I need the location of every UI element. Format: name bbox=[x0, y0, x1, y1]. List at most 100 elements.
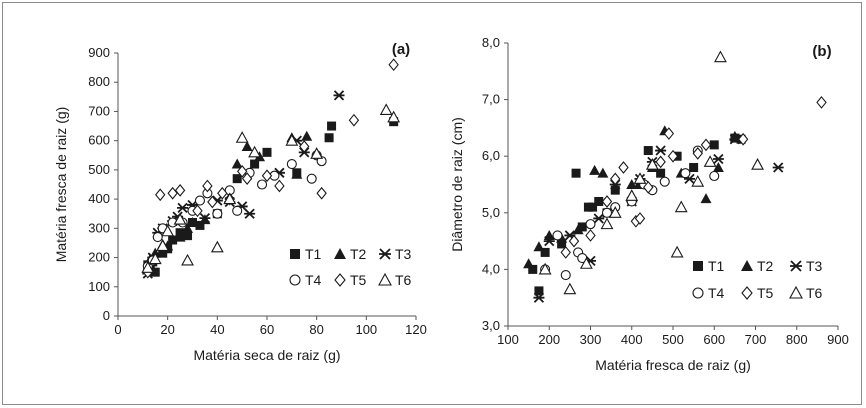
data-point bbox=[560, 270, 571, 281]
data-point bbox=[256, 179, 268, 190]
legend-marker bbox=[741, 260, 753, 271]
data-point bbox=[709, 170, 720, 182]
y-tick-label: 900 bbox=[88, 45, 110, 60]
data-point bbox=[691, 175, 705, 187]
data-point bbox=[202, 179, 213, 193]
data-point bbox=[528, 264, 538, 274]
data-point bbox=[751, 158, 764, 170]
data-point bbox=[560, 246, 571, 259]
legend-item-t1: T1 bbox=[290, 246, 322, 262]
data-point bbox=[588, 202, 598, 212]
data-point bbox=[158, 248, 168, 258]
panel-label: (b) bbox=[812, 43, 831, 60]
x-tick-label: 800 bbox=[786, 332, 808, 347]
data-point bbox=[703, 155, 717, 167]
y-tick-label: 800 bbox=[88, 74, 110, 89]
y-tick-label: 4,0 bbox=[482, 261, 500, 276]
data-point bbox=[579, 257, 593, 269]
data-point bbox=[816, 96, 827, 109]
data-point bbox=[173, 212, 187, 225]
legend-label: T1 bbox=[708, 258, 725, 274]
data-point bbox=[236, 164, 248, 178]
data-point bbox=[659, 176, 670, 187]
legend-marker bbox=[692, 287, 704, 299]
data-point bbox=[348, 113, 360, 127]
data-point bbox=[388, 58, 399, 72]
data-point bbox=[712, 153, 724, 165]
data-point bbox=[181, 253, 194, 266]
legend-label: T5 bbox=[350, 272, 367, 288]
data-point bbox=[712, 162, 724, 173]
data-point bbox=[174, 231, 186, 242]
legend-item-t6: T6 bbox=[789, 285, 823, 301]
data-point bbox=[199, 212, 211, 224]
legend-item-t4: T4 bbox=[289, 272, 322, 288]
series-t6 bbox=[141, 103, 401, 273]
data-point bbox=[667, 149, 679, 163]
legend-item-t3: T3 bbox=[790, 258, 823, 274]
data-point bbox=[250, 159, 260, 169]
legend-label: T3 bbox=[806, 258, 823, 274]
data-point bbox=[643, 180, 654, 194]
data-point bbox=[379, 103, 393, 116]
data-point bbox=[232, 174, 242, 184]
data-point bbox=[231, 158, 243, 169]
data-point bbox=[174, 183, 186, 197]
legend-marker bbox=[693, 261, 703, 271]
data-point bbox=[327, 121, 337, 131]
legend-label: T6 bbox=[806, 285, 823, 301]
legend-marker bbox=[741, 286, 753, 300]
x-tick-label: 100 bbox=[497, 332, 519, 347]
data-point bbox=[148, 252, 162, 265]
series-t6 bbox=[538, 50, 764, 295]
data-point bbox=[585, 229, 596, 242]
x-tick-label: 900 bbox=[827, 332, 849, 347]
data-point bbox=[387, 110, 401, 123]
data-point bbox=[274, 179, 285, 193]
legend-label: T6 bbox=[395, 272, 412, 288]
chart-panel-2: 100 200 300 400 500 600 700 800 900 3,0 4,0 5,0 6,0 7… bbox=[449, 35, 849, 373]
data-point bbox=[594, 196, 604, 206]
y-tick-label: 500 bbox=[88, 162, 110, 177]
data-point bbox=[618, 161, 629, 174]
panel-label: (a) bbox=[392, 41, 410, 58]
x-tick-label: 500 bbox=[662, 332, 684, 347]
data-point bbox=[663, 127, 675, 140]
data-point bbox=[177, 202, 189, 214]
legend-item-t2: T2 bbox=[741, 258, 774, 274]
data-point bbox=[543, 235, 555, 247]
data-point bbox=[333, 90, 345, 101]
chart-panel-1: 0 20 40 60 80 100 120 0 100 200 300 400 500 600 700 800… bbox=[53, 41, 427, 363]
data-point bbox=[223, 192, 237, 205]
data-point bbox=[182, 222, 194, 233]
data-point bbox=[772, 162, 784, 173]
y-axis-title: Diâmetro de raiz (cm) bbox=[449, 117, 465, 252]
legend-marker bbox=[789, 285, 803, 299]
legend-label: T4 bbox=[305, 272, 322, 288]
legend-marker bbox=[290, 249, 300, 259]
y-axis-title: Matéria fresca de raiz (g) bbox=[53, 107, 69, 263]
data-point bbox=[291, 168, 303, 179]
scatter-charts: 0 20 40 60 80 100 120 0 100 200 300 400 500 600 700 800… bbox=[53, 35, 849, 373]
data-point bbox=[324, 133, 334, 143]
data-point bbox=[248, 145, 262, 158]
legend-marker bbox=[378, 272, 392, 286]
data-point bbox=[700, 138, 712, 152]
legend-marker bbox=[334, 273, 346, 287]
data-point bbox=[601, 207, 613, 218]
data-point bbox=[156, 239, 170, 251]
data-point bbox=[152, 232, 163, 243]
data-point bbox=[643, 146, 653, 156]
x-axis-title: Matéria fresca de raiz (g) bbox=[595, 357, 751, 373]
legend-item-t1: T1 bbox=[693, 258, 725, 274]
data-point bbox=[597, 167, 609, 178]
data-point bbox=[674, 200, 688, 213]
data-point bbox=[601, 195, 613, 208]
data-point bbox=[161, 224, 175, 237]
legend-label: T3 bbox=[395, 246, 412, 262]
legend-marker bbox=[379, 248, 391, 260]
legend-label: T1 bbox=[305, 246, 322, 262]
x-tick-label: 100 bbox=[355, 322, 377, 337]
x-tick-label: 400 bbox=[621, 332, 643, 347]
